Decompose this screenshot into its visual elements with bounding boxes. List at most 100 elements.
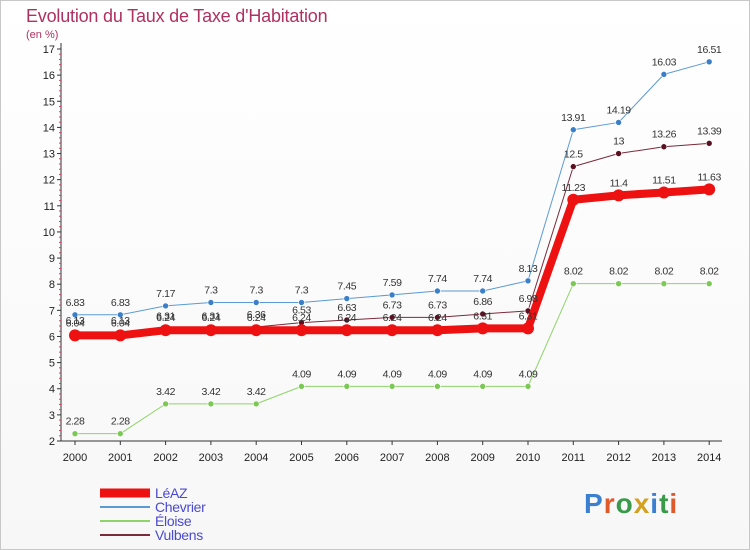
data-label-leaz: 11.51 [652, 174, 676, 186]
data-label-chevrier: 16.51 [697, 44, 722, 56]
x-tick-label: 2002 [153, 452, 177, 464]
data-label-leaz: 11.23 [562, 182, 586, 194]
data-point-chevrier [207, 299, 215, 306]
data-point-chevrier [388, 291, 396, 299]
legend-swatch [100, 506, 150, 508]
y-tick-label: 3 [49, 410, 55, 422]
x-tick-label: 2005 [289, 452, 313, 464]
data-label-eloise: 4.09 [292, 368, 311, 380]
proxiti-logo: Proxiti [584, 488, 679, 519]
data-point-leaz [703, 183, 716, 196]
x-tick-label: 2000 [63, 452, 87, 464]
legend-swatch [100, 520, 150, 522]
y-tick-label: 4 [49, 384, 55, 396]
data-label-chevrier: 7.59 [383, 277, 402, 289]
data-label-eloise: 3.42 [156, 386, 175, 398]
data-point-eloise [569, 280, 577, 287]
data-point-vulbens [388, 314, 396, 321]
data-label-eloise: 4.09 [519, 368, 538, 380]
data-point-vulbens [343, 316, 351, 324]
legend-item-vulbens: Vulbens [100, 528, 206, 542]
data-label-chevrier: 7.3 [295, 284, 309, 296]
y-tick-label: 16 [43, 70, 55, 82]
data-point-eloise [71, 430, 79, 437]
data-label-vulbens: 6.13 [111, 315, 130, 327]
data-point-leaz [69, 329, 81, 342]
data-point-vulbens [705, 140, 713, 147]
data-label-eloise: 3.42 [247, 386, 266, 398]
data-label-vulbens: 6.31 [201, 310, 220, 322]
y-tick-label: 9 [49, 253, 55, 265]
x-tick-label: 2004 [244, 452, 268, 464]
y-tick-label: 13 [43, 149, 55, 161]
data-point-eloise [660, 280, 668, 287]
data-point-chevrier [343, 295, 351, 302]
data-point-eloise [207, 400, 215, 408]
data-label-vulbens: 6.53 [292, 305, 311, 317]
x-tick-label: 2008 [425, 452, 449, 464]
data-label-chevrier: 7.74 [473, 273, 492, 285]
data-label-eloise: 8.02 [700, 266, 719, 278]
data-label-layer: 6.83 6.83 7.17 7.3 7.3 7.3 7.45 7.59 7.74 7.74 8.1… [66, 44, 723, 428]
legend-swatch [100, 534, 150, 536]
data-label-leaz: 6.24 [156, 312, 175, 324]
data-point-leaz [250, 324, 263, 337]
data-point-chevrier [524, 277, 532, 285]
data-point-leaz [476, 322, 489, 335]
x-tick-label: 2014 [697, 452, 721, 464]
legend-label: LéAZ [155, 485, 188, 501]
data-label-chevrier: 7.3 [204, 284, 218, 296]
data-point-eloise [705, 280, 713, 287]
data-label-vulbens: 6.73 [428, 299, 447, 311]
data-label-eloise: 8.02 [564, 266, 583, 278]
data-label-leaz: 6.31 [519, 310, 538, 322]
x-tick-label: 2010 [516, 452, 540, 464]
data-point-chevrier [705, 58, 713, 66]
data-label-eloise: 2.28 [66, 416, 85, 428]
chart-title: Evolution du Taux de Taxe d'Habitation [26, 6, 328, 26]
x-tick-label: 2013 [652, 452, 676, 464]
line-chart: 2 3 4 5 6 7 8 9 10 11 12 13 14 15 16 17 2000 2001 2002 2003… [43, 43, 723, 464]
axes: 2 3 4 5 6 7 8 9 10 11 12 13 14 15 16 17 2000 2001 2002 2003… [43, 43, 722, 464]
y-tick-label: 5 [49, 358, 55, 370]
data-label-chevrier: 14.19 [606, 104, 631, 116]
data-point-leaz [522, 322, 534, 335]
y-tick-label: 2 [49, 436, 55, 448]
legend-item-chevrier: Chevrier [100, 500, 206, 514]
data-point-eloise [388, 383, 396, 390]
y-tick-label: 14 [43, 122, 55, 134]
data-label-vulbens: 13 [613, 136, 624, 148]
data-label-leaz: 11.63 [697, 171, 721, 183]
data-point-leaz [567, 193, 580, 206]
data-label-vulbens: 6.36 [247, 309, 266, 321]
x-tick-label: 2006 [335, 452, 359, 464]
data-point-leaz [657, 186, 670, 199]
data-label-leaz: 11.4 [610, 177, 629, 189]
x-tick-label: 2011 [561, 452, 585, 464]
data-label-eloise: 8.02 [609, 266, 628, 278]
data-point-leaz [340, 324, 353, 337]
data-label-leaz: 6.04 [111, 317, 130, 329]
legend-label: Chevrier [155, 499, 206, 515]
data-point-eloise [343, 383, 351, 390]
data-label-leaz: 6.24 [247, 312, 266, 324]
y-tick-label: 17 [43, 44, 55, 56]
data-label-leaz: 6.24 [337, 312, 356, 324]
legend-item-eloise: Éloise [100, 514, 206, 528]
y-tick-label: 11 [44, 201, 55, 213]
y-tick-label: 7 [49, 305, 55, 317]
data-label-chevrier: 8.13 [519, 263, 538, 275]
data-point-leaz [612, 189, 625, 202]
data-label-leaz: 6.24 [292, 312, 311, 324]
legend-swatch [100, 488, 150, 498]
data-point-chevrier [660, 71, 668, 78]
y-tick-label: 10 [43, 227, 55, 239]
data-point-eloise [479, 383, 487, 390]
data-point-vulbens [660, 143, 668, 151]
chart-subtitle: (en %) [26, 29, 59, 41]
legend-label: Vulbens [155, 527, 203, 543]
data-label-vulbens: 6.13 [66, 315, 85, 327]
y-tick-label: 8 [49, 279, 55, 291]
data-point-chevrier [298, 299, 305, 306]
